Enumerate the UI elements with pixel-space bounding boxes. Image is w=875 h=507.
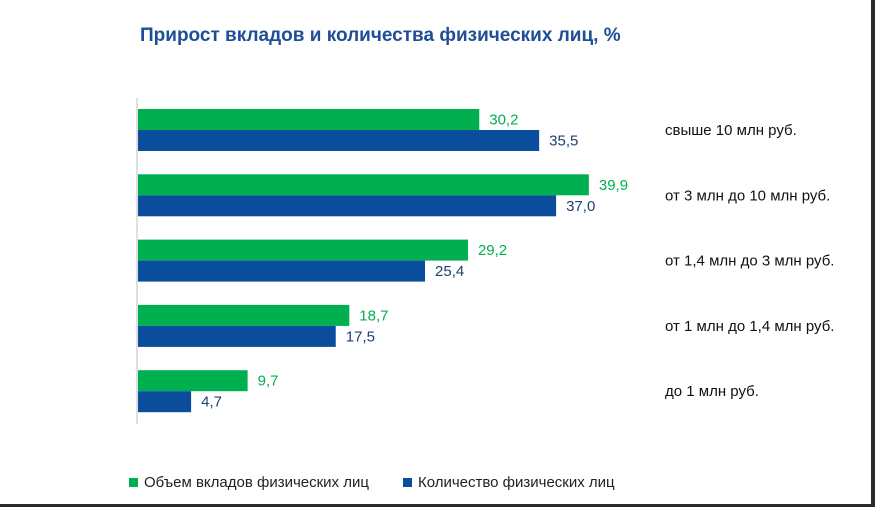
chart-title: Прирост вкладов и количества физических … <box>140 25 621 46</box>
value-label-count-under-1m: 4,7 <box>201 394 222 411</box>
right-border <box>871 0 875 507</box>
bar-count-1m-1-4m <box>138 325 336 347</box>
legend-label-count: Количество физических лиц <box>417 474 615 491</box>
legend-item-count: Количество физических лиц <box>402 474 615 491</box>
legend-item-volume: Объем вкладов физических лиц <box>129 474 369 491</box>
category-label-under-1m: до 1 млн руб. <box>665 383 759 400</box>
bar-count-under-1m <box>138 391 192 413</box>
bar-count-3m-10m <box>138 195 557 217</box>
bar-count-1-4m-3m <box>138 260 426 282</box>
category-label-over-10m: свыше 10 млн руб. <box>665 122 797 139</box>
value-label-volume-over-10m: 30,2 <box>489 112 518 129</box>
bottom-border <box>0 504 875 507</box>
bar-volume-over-10m <box>138 109 480 130</box>
bar-volume-1m-1-4m <box>138 304 350 326</box>
legend-swatch-count <box>402 478 412 487</box>
legend-label-volume: Объем вкладов физических лиц <box>144 474 369 491</box>
bar-chart: 30,2 35,5 свыше 10 млн руб. 39,937,0 от 3 мл… <box>136 98 834 424</box>
value-label-count-3m-10m: 37,0 <box>566 198 595 215</box>
value-label-volume-3m-10m: 39,9 <box>599 177 628 194</box>
legend-swatch-volume <box>129 478 138 487</box>
value-label-volume-1m-1-4m: 18,7 <box>359 307 388 324</box>
legend: Объем вкладов физических лиц Количество … <box>129 474 649 491</box>
category-label-1m-1-4m: от 1 млн до 1,4 млн руб. <box>665 318 834 335</box>
value-label-count-over-10m: 35,5 <box>549 133 578 150</box>
bar-count-over-10m <box>138 130 540 151</box>
value-label-volume-under-1m: 9,7 <box>258 373 279 390</box>
bar-volume-1-4m-3m <box>138 239 468 261</box>
category-label-3m-10m: от 3 млн до 10 млн руб. <box>665 187 830 204</box>
value-label-volume-1-4m-3m: 29,2 <box>478 242 507 259</box>
bar-volume-under-1m <box>138 370 248 392</box>
bar-volume-3m-10m <box>138 174 589 196</box>
category-label-1-4m-3m: от 1,4 млн до 3 млн руб. <box>665 253 834 270</box>
value-label-count-1m-1-4m: 17,5 <box>346 328 375 345</box>
value-label-count-1-4m-3m: 25,4 <box>435 263 464 280</box>
